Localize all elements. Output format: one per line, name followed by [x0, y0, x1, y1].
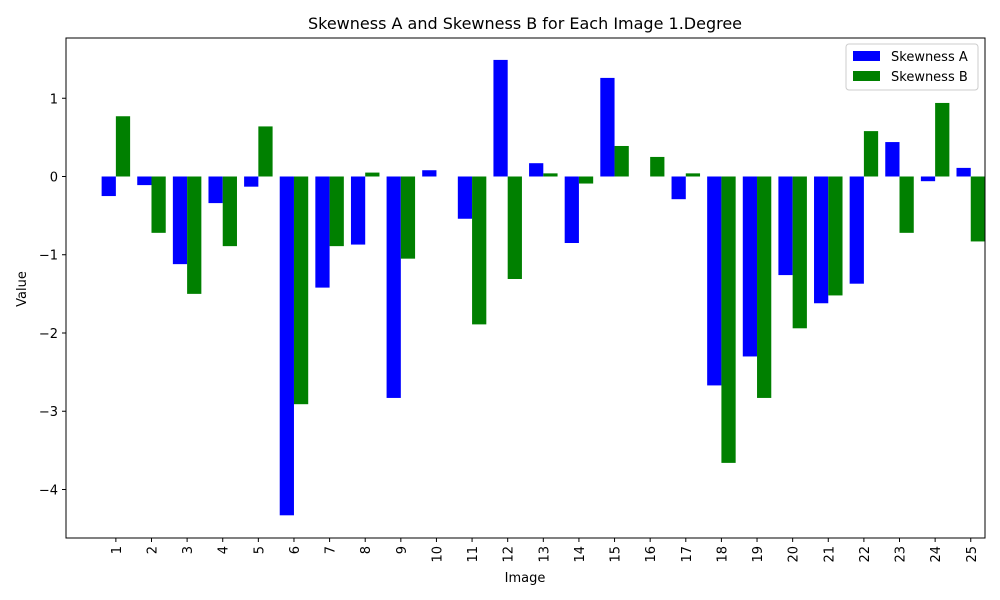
bar-skewness-b-2 [151, 176, 166, 233]
bar-skewness-b-4 [222, 176, 237, 247]
bar-skewness-a-11 [457, 176, 473, 219]
bar-skewness-b-17 [685, 173, 701, 177]
bar-skewness-b-18 [721, 176, 736, 463]
bar-skewness-b-5 [258, 126, 273, 177]
bar-skewness-a-5 [244, 176, 259, 187]
x-tick-label: 11 [466, 546, 481, 563]
bar-skewness-a-22 [849, 176, 864, 284]
legend-swatch-skewness-b [853, 71, 880, 81]
bar-skewness-a-12 [493, 59, 508, 177]
x-tick-label: 14 [573, 546, 588, 563]
x-tick-label: 6 [288, 546, 303, 554]
legend: Skewness A Skewness B [845, 43, 979, 91]
bar-skewness-a-4 [208, 176, 223, 204]
y-axis-label: Value [15, 271, 30, 307]
bar-skewness-a-2 [137, 176, 152, 186]
x-tick-label: 12 [502, 546, 517, 563]
x-tick-label: 23 [894, 546, 909, 563]
bar-skewness-a-17 [671, 176, 686, 200]
x-tick-label: 4 [217, 546, 232, 554]
x-tick-label: 24 [929, 546, 944, 563]
bar-skewness-b-21 [828, 176, 843, 296]
y-tick-label: −2 [39, 327, 58, 342]
x-tick-label: 21 [822, 546, 837, 563]
y-tick-label: 0 [50, 170, 58, 185]
x-tick-label: 5 [252, 546, 267, 554]
bar-skewness-a-9 [386, 176, 401, 398]
bar-skewness-a-14 [564, 176, 579, 244]
legend-swatch-skewness-a [853, 51, 880, 61]
bar-skewness-b-12 [507, 176, 522, 280]
bar-skewness-b-16 [650, 156, 665, 177]
bar-skewness-a-24 [920, 176, 936, 182]
x-tick-label: 15 [609, 546, 624, 563]
x-axis-ticks: 1 2 3 4 5 6 7 8 9 10 11 12 13 14 15 16 17 18 19 20 21 22 23 24 2… [110, 538, 980, 563]
bars-group [101, 59, 985, 516]
x-tick-label: 20 [787, 546, 802, 563]
x-tick-label: 22 [858, 546, 873, 563]
bar-skewness-a-1 [101, 176, 116, 197]
chart-title: Skewness A and Skewness B for Each Image… [308, 14, 742, 33]
legend-label-skewness-a: Skewness A [891, 50, 968, 65]
x-tick-label: 18 [715, 546, 730, 563]
bar-skewness-b-24 [935, 102, 950, 177]
bar-skewness-b-13 [543, 173, 558, 177]
bar-skewness-a-10 [422, 170, 437, 177]
x-tick-label: 13 [537, 546, 552, 563]
y-tick-label: −1 [39, 249, 58, 264]
bar-skewness-a-25 [956, 167, 971, 177]
x-tick-label: 8 [359, 546, 374, 554]
y-axis-ticks: −4 −3 −2 −1 0 1 [39, 92, 66, 498]
plot-area-frame [65, 37, 986, 539]
y-tick-label: −3 [39, 405, 58, 420]
legend-label-skewness-b: Skewness B [891, 70, 968, 85]
bar-skewness-a-6 [279, 176, 294, 516]
x-tick-label: 7 [324, 546, 339, 554]
y-tick-label: −4 [39, 483, 58, 498]
x-tick-label: 25 [965, 546, 980, 563]
bar-skewness-b-8 [365, 172, 380, 177]
bar-skewness-a-3 [172, 176, 188, 265]
bar-skewness-b-3 [187, 176, 202, 294]
x-tick-label: 2 [145, 546, 160, 554]
bar-skewness-b-14 [578, 176, 594, 184]
x-tick-label: 9 [395, 546, 410, 554]
bar-skewness-a-8 [350, 176, 366, 245]
x-tick-label: 1 [110, 546, 125, 554]
bar-skewness-b-6 [293, 176, 309, 405]
bar-skewness-a-18 [707, 176, 722, 386]
bar-skewness-b-22 [863, 131, 879, 177]
x-tick-label: 17 [680, 546, 695, 563]
x-tick-label: 3 [181, 546, 196, 554]
bar-skewness-a-21 [814, 176, 829, 304]
bar-skewness-b-11 [472, 176, 487, 325]
bar-skewness-b-19 [757, 176, 772, 398]
bar-skewness-b-23 [899, 176, 914, 233]
x-tick-label: 19 [751, 546, 766, 563]
bar-skewness-a-23 [885, 142, 900, 177]
x-axis-label: Image [505, 571, 546, 586]
bar-skewness-b-25 [970, 176, 985, 242]
bar-skewness-a-15 [600, 77, 615, 177]
bar-skewness-b-15 [614, 145, 629, 177]
bar-skewness-a-20 [778, 176, 793, 276]
bar-skewness-b-7 [329, 176, 344, 247]
bar-skewness-a-7 [315, 176, 330, 288]
x-tick-label: 10 [430, 546, 445, 563]
y-tick-label: 1 [50, 92, 58, 107]
bar-skewness-b-9 [400, 176, 416, 259]
bar-skewness-a-19 [742, 176, 758, 357]
bar-skewness-a-13 [529, 163, 544, 177]
bar-skewness-b-1 [115, 116, 131, 177]
x-tick-label: 16 [644, 546, 659, 563]
bar-skewness-b-20 [792, 176, 807, 329]
